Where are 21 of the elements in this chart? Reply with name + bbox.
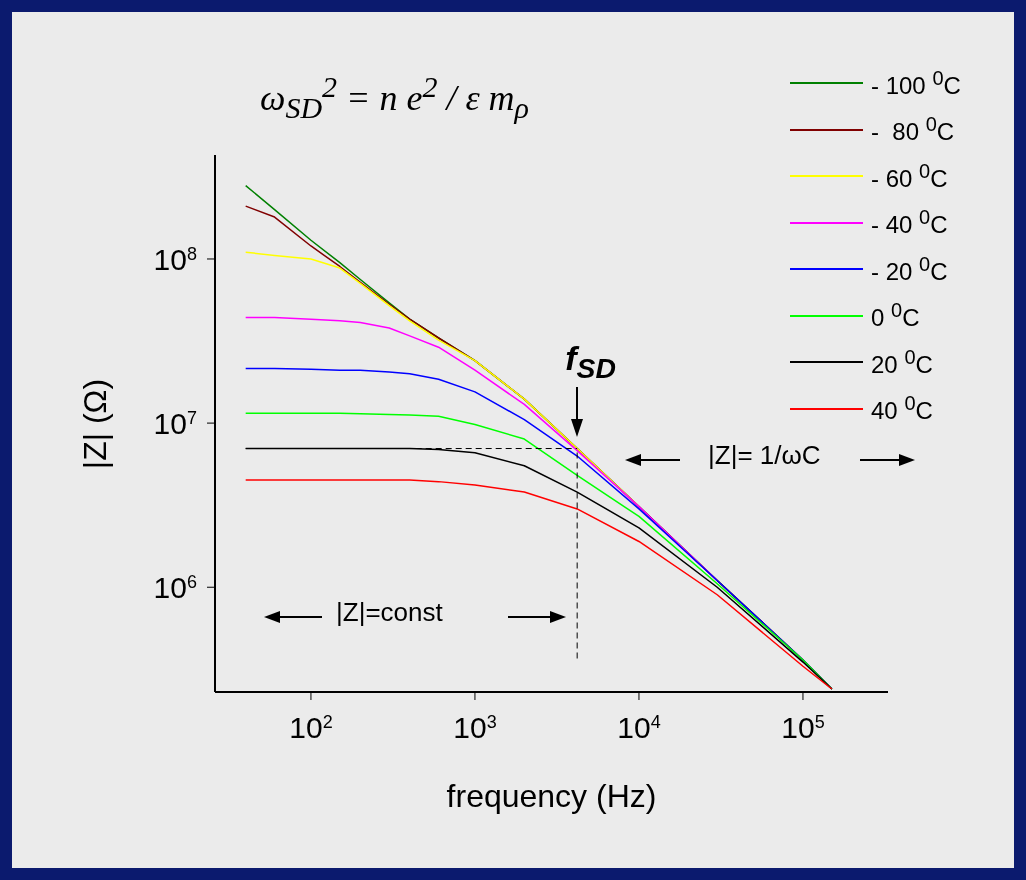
legend-label: - 100 $^{0}$C [870,66,961,100]
legend-label: - 40 $^{0}$C [870,206,948,240]
x-tick-label: 10$^{2}$ [289,711,333,744]
y-tick-label: 10$^{8}$ [153,242,197,276]
annotation: |Z|= 1/ωC [708,440,821,471]
x-tick-label: 10$^{4}$ [617,711,661,744]
annotation: f$_{SD}$ [565,338,616,385]
x-tick-label: 10$^{5}$ [781,711,825,744]
y-tick-label: 10$^{6}$ [153,571,197,605]
legend-label: - 20 $^{0}$C [870,252,948,286]
x-axis-title: frequency (Hz) [445,778,658,815]
annotation: |Z|=const [336,597,443,628]
y-tick-label: 10$^{7}$ [153,407,197,441]
legend-label: 20 $^{0}$C [870,345,933,379]
legend-label: - 80 $^{0}$C [870,113,955,147]
legend-label: 0 $^{0}$C [870,299,920,333]
y-axis-title: |Z| (Ω) [76,378,114,470]
legend-label: - 60 $^{0}$C [870,159,948,193]
x-tick-label: 10$^{3}$ [453,711,497,744]
legend-label: 40 $^{0}$C [870,392,933,426]
chart-title: ω$_{SD}$$^{2}$ = n e$^{2}$ / ε m$_{ρ}$ [260,70,529,126]
